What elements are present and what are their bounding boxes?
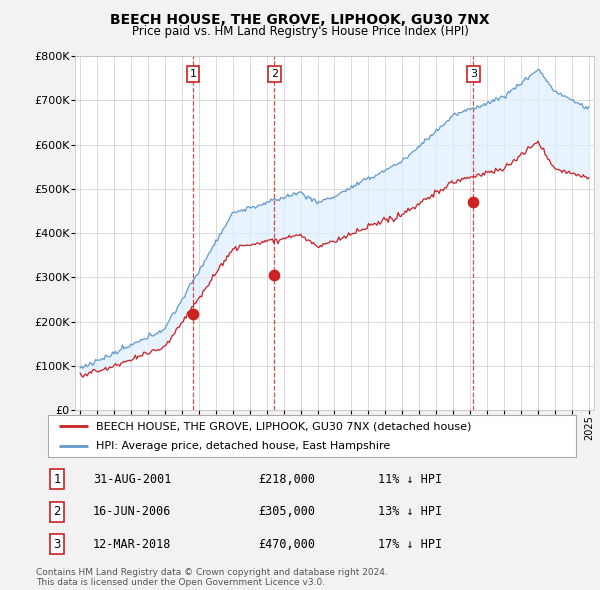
Point: [188, 309, 198, 319]
Text: Price paid vs. HM Land Registry's House Price Index (HPI): Price paid vs. HM Land Registry's House …: [131, 25, 469, 38]
Point: [269, 270, 279, 280]
Text: 16-JUN-2006: 16-JUN-2006: [93, 505, 172, 519]
Text: £218,000: £218,000: [258, 473, 315, 486]
Text: 11% ↓ HPI: 11% ↓ HPI: [378, 473, 442, 486]
Text: 31-AUG-2001: 31-AUG-2001: [93, 473, 172, 486]
Text: £470,000: £470,000: [258, 537, 315, 551]
Text: 3: 3: [53, 537, 61, 551]
Point: [469, 197, 478, 206]
Text: 1: 1: [53, 473, 61, 486]
Text: BEECH HOUSE, THE GROVE, LIPHOOK, GU30 7NX: BEECH HOUSE, THE GROVE, LIPHOOK, GU30 7N…: [110, 13, 490, 27]
Text: 17% ↓ HPI: 17% ↓ HPI: [378, 537, 442, 551]
Text: 2: 2: [53, 505, 61, 519]
Text: BEECH HOUSE, THE GROVE, LIPHOOK, GU30 7NX (detached house): BEECH HOUSE, THE GROVE, LIPHOOK, GU30 7N…: [95, 421, 471, 431]
Text: 13% ↓ HPI: 13% ↓ HPI: [378, 505, 442, 519]
Text: 3: 3: [470, 69, 477, 78]
Text: 1: 1: [190, 69, 197, 78]
Text: £305,000: £305,000: [258, 505, 315, 519]
Text: 2: 2: [271, 69, 278, 78]
Text: Contains HM Land Registry data © Crown copyright and database right 2024.
This d: Contains HM Land Registry data © Crown c…: [36, 568, 388, 587]
Text: 12-MAR-2018: 12-MAR-2018: [93, 537, 172, 551]
Text: HPI: Average price, detached house, East Hampshire: HPI: Average price, detached house, East…: [95, 441, 390, 451]
